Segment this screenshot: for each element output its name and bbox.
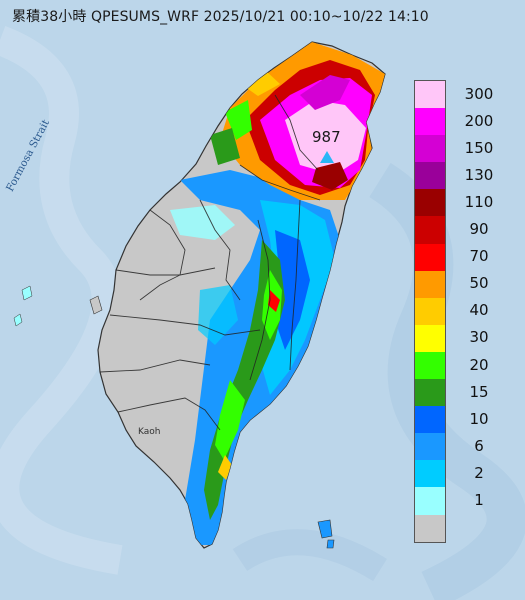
legend-swatch — [415, 108, 445, 136]
legend-label: 150 — [464, 138, 494, 157]
legend-label: 30 — [469, 328, 489, 347]
legend-label: 70 — [469, 247, 489, 266]
legend-label: 15 — [469, 382, 489, 401]
triangle-marker-icon — [320, 151, 334, 163]
map-title: 累積38小時 QPESUMS_WRF 2025/10/21 00:10~10/2… — [12, 9, 429, 25]
legend-label: 1 — [474, 491, 484, 510]
legend-swatch — [415, 379, 445, 407]
legend-swatch — [415, 433, 445, 461]
legend-swatch — [415, 243, 445, 271]
legend-swatch — [415, 297, 445, 325]
legend-label: 200 — [464, 111, 494, 130]
max-rainfall-value: 987 — [312, 128, 341, 146]
legend-label: 10 — [469, 409, 489, 428]
legend-swatch — [415, 406, 445, 434]
legend-swatch — [415, 487, 445, 515]
legend-swatch — [415, 351, 445, 380]
legend-label: 110 — [464, 192, 494, 211]
legend-swatch — [415, 135, 445, 163]
legend-label: 130 — [464, 165, 494, 184]
legend-label: 50 — [469, 274, 489, 293]
legend-label: 90 — [469, 220, 489, 239]
legend-swatch — [415, 270, 445, 298]
legend-swatch — [415, 216, 445, 244]
legend-label: 300 — [464, 84, 494, 103]
legend-swatch — [415, 514, 445, 542]
legend-label: 2 — [474, 463, 484, 482]
legend-label: 6 — [474, 436, 484, 455]
legend-label: 40 — [469, 301, 489, 320]
legend-swatch — [415, 81, 445, 109]
legend-swatch — [415, 324, 445, 352]
city-label: Kaoh — [138, 427, 161, 437]
legend-swatch — [415, 162, 445, 190]
legend-label: 20 — [469, 355, 489, 374]
legend-swatch — [415, 460, 445, 488]
legend-swatch — [415, 189, 445, 217]
legend-colorbar — [414, 80, 446, 543]
